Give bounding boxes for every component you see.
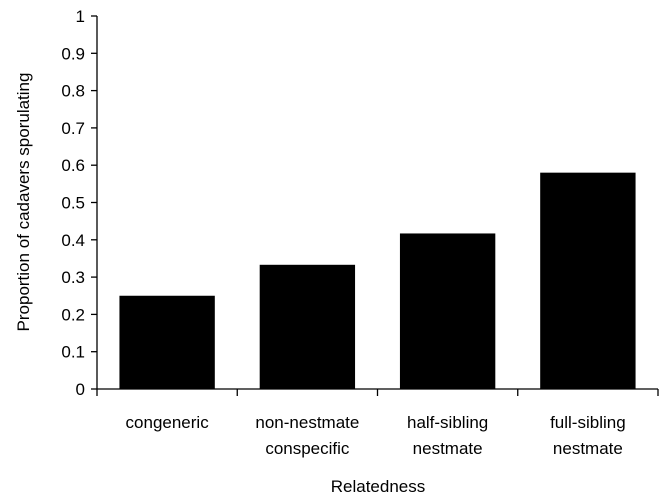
bar (119, 295, 215, 389)
x-category-label: half-sibling (407, 413, 488, 432)
y-tick-label: 0.8 (61, 82, 85, 101)
y-tick-label: 0.3 (61, 268, 85, 287)
x-category-label: conspecific (265, 439, 350, 458)
x-category-label: full-sibling (550, 413, 626, 432)
bar-series (119, 172, 636, 389)
y-tick-label: 0.7 (61, 119, 85, 138)
y-tick-label: 0.2 (61, 305, 85, 324)
y-tick-label: 0.5 (61, 194, 85, 213)
y-axis: 0 0.1 0.2 0.3 0.4 0.5 0.6 0.7 0.8 0.9 1 (61, 7, 98, 399)
bar (540, 172, 636, 389)
y-tick-label: 0.4 (61, 231, 85, 250)
y-tick-label: 0.6 (61, 156, 85, 175)
x-category-label: non-nestmate (255, 413, 359, 432)
bar (259, 264, 356, 389)
y-tick-label: 1 (76, 7, 85, 26)
y-tick-label: 0 (76, 380, 85, 399)
y-tick-label: 0.1 (61, 343, 85, 362)
y-axis-title: Proportion of cadavers sporulating (14, 73, 33, 332)
category-labels: congeneric non-nestmate conspecific half-si… (126, 413, 626, 458)
y-tick-label: 0.9 (61, 44, 85, 63)
x-axis (96, 388, 659, 396)
x-category-label: congeneric (126, 413, 210, 432)
x-category-label: nestmate (553, 439, 623, 458)
x-category-label: nestmate (413, 439, 483, 458)
x-axis-title: Relatedness (331, 477, 426, 496)
bar (399, 233, 496, 389)
